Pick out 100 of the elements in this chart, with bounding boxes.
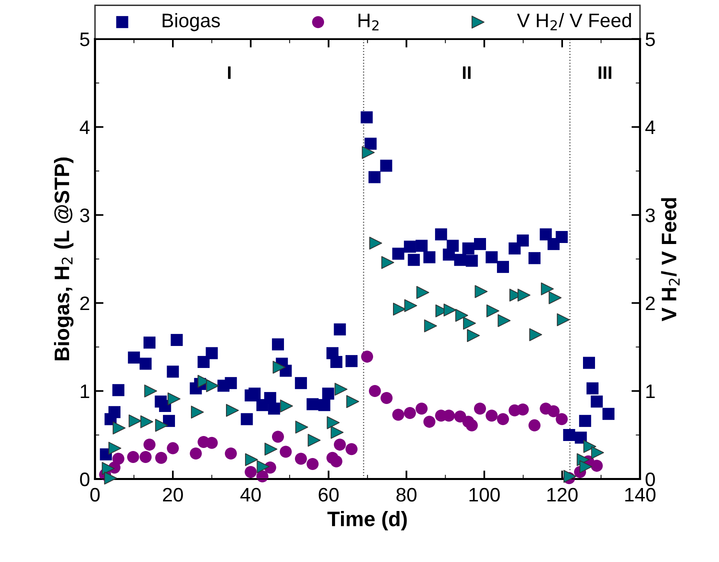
point (245, 453, 258, 466)
point (540, 282, 554, 296)
point (280, 400, 293, 412)
annotation: III (598, 66, 612, 79)
point (190, 406, 204, 419)
y-tick-label: 4 (80, 120, 90, 134)
x-tick-label: 80 (396, 488, 416, 502)
y-axis-title: Biogas, H$_{2}$ (L @STP) (54, 158, 74, 360)
point (166, 442, 179, 454)
point (529, 328, 542, 342)
legend-label: Biogas (162, 13, 220, 32)
y2-tick-label: 3 (646, 208, 655, 222)
point (112, 452, 124, 465)
x-tick-label: 20 (163, 488, 183, 502)
y2-tick-label: 4 (645, 120, 656, 134)
y-tick-label: 2 (80, 296, 90, 310)
point (466, 329, 480, 342)
point (330, 426, 344, 439)
point (168, 392, 180, 406)
y2-tick-label: 5 (646, 32, 655, 46)
point (392, 302, 406, 316)
point (334, 382, 348, 396)
point (556, 413, 568, 426)
x-tick-label: 100 (470, 488, 500, 502)
legend-label: H$_{2}$ (358, 14, 378, 30)
x-tick-label: 40 (240, 488, 261, 502)
x-tick-label: 0 (90, 488, 100, 502)
point (548, 291, 562, 304)
point (295, 420, 308, 434)
point (244, 466, 257, 478)
point (112, 422, 126, 434)
point (579, 460, 592, 474)
point (140, 415, 154, 428)
point (368, 384, 381, 398)
point (330, 455, 342, 468)
point (380, 392, 393, 404)
point (474, 285, 488, 298)
point (590, 460, 603, 472)
point (392, 408, 404, 421)
point (264, 442, 278, 456)
point (272, 430, 284, 443)
point (306, 458, 319, 470)
point (128, 414, 142, 428)
y2-axis-title: V H$_{2}$/ V Feed (661, 198, 680, 322)
point (486, 410, 498, 422)
point (256, 460, 270, 474)
y2-tick-label: 1 (646, 384, 655, 398)
annotation: I (228, 66, 231, 79)
point (369, 236, 382, 250)
x-tick-label: 60 (318, 488, 339, 502)
y-tick-label: 3 (80, 208, 90, 222)
point (548, 405, 560, 418)
point (102, 462, 115, 475)
point (463, 316, 476, 330)
point (381, 256, 394, 269)
point (486, 304, 500, 318)
point (206, 436, 218, 449)
point (334, 438, 346, 451)
point (144, 384, 158, 398)
point (280, 446, 292, 458)
y-tick-label: 5 (80, 32, 90, 46)
point (474, 402, 486, 415)
point (424, 319, 437, 332)
point (498, 314, 511, 328)
point (143, 438, 156, 451)
point (224, 447, 237, 460)
point (516, 403, 529, 416)
point (206, 379, 219, 392)
point (127, 450, 140, 464)
point (423, 416, 436, 428)
y-tick-label: 1 (80, 384, 90, 398)
point (556, 313, 570, 326)
legend-label: V H$_{2}$/ V Feed (517, 12, 631, 30)
point (346, 443, 358, 456)
point (404, 299, 418, 312)
point (361, 350, 374, 363)
point (326, 416, 340, 430)
point (155, 418, 168, 432)
point (108, 442, 122, 455)
point (444, 304, 456, 316)
x-tick-label: 120 (547, 488, 578, 502)
point (416, 402, 428, 415)
point (308, 434, 321, 447)
y2-tick-label: 2 (646, 296, 655, 310)
point (563, 470, 576, 483)
point (528, 419, 541, 432)
point (455, 308, 468, 322)
point (294, 452, 307, 465)
annotation: II (462, 66, 471, 79)
point (496, 413, 509, 426)
point (104, 472, 118, 485)
point (466, 419, 478, 432)
point (272, 360, 286, 374)
y-tick-label: 0 (80, 472, 90, 486)
point (416, 286, 430, 299)
x-tick-label: 140 (625, 488, 656, 502)
point (591, 446, 604, 460)
point (155, 452, 168, 464)
y2-tick-label: 0 (646, 472, 655, 486)
x-axis-title: Time (d) (327, 511, 407, 530)
